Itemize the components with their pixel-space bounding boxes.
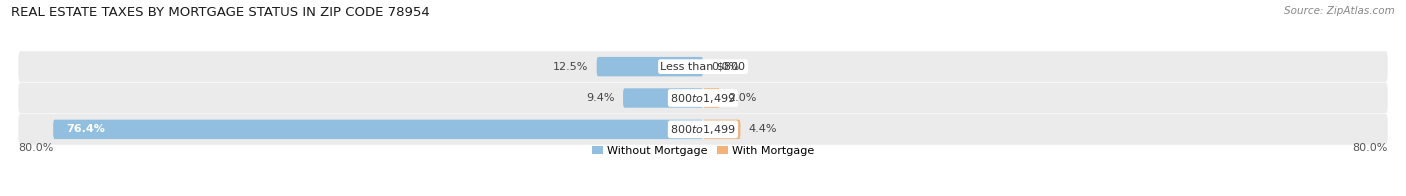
Text: 12.5%: 12.5% (553, 62, 588, 72)
FancyBboxPatch shape (623, 88, 703, 108)
Text: 4.4%: 4.4% (749, 124, 778, 134)
FancyBboxPatch shape (703, 120, 741, 139)
Text: Less than $800: Less than $800 (661, 62, 745, 72)
FancyBboxPatch shape (596, 57, 703, 76)
Text: REAL ESTATE TAXES BY MORTGAGE STATUS IN ZIP CODE 78954: REAL ESTATE TAXES BY MORTGAGE STATUS IN … (11, 6, 430, 19)
Text: $800 to $1,499: $800 to $1,499 (671, 92, 735, 104)
Text: 80.0%: 80.0% (18, 142, 53, 152)
Text: 0.0%: 0.0% (711, 62, 740, 72)
Legend: Without Mortgage, With Mortgage: Without Mortgage, With Mortgage (592, 146, 814, 156)
Text: 9.4%: 9.4% (586, 93, 614, 103)
FancyBboxPatch shape (53, 120, 703, 139)
FancyBboxPatch shape (703, 88, 720, 108)
FancyBboxPatch shape (18, 51, 1388, 82)
Text: 76.4%: 76.4% (66, 124, 105, 134)
Text: 80.0%: 80.0% (1353, 142, 1388, 152)
Text: $800 to $1,499: $800 to $1,499 (671, 123, 735, 136)
FancyBboxPatch shape (18, 83, 1388, 113)
Text: 2.0%: 2.0% (728, 93, 756, 103)
FancyBboxPatch shape (18, 114, 1388, 145)
Text: Source: ZipAtlas.com: Source: ZipAtlas.com (1284, 6, 1395, 16)
